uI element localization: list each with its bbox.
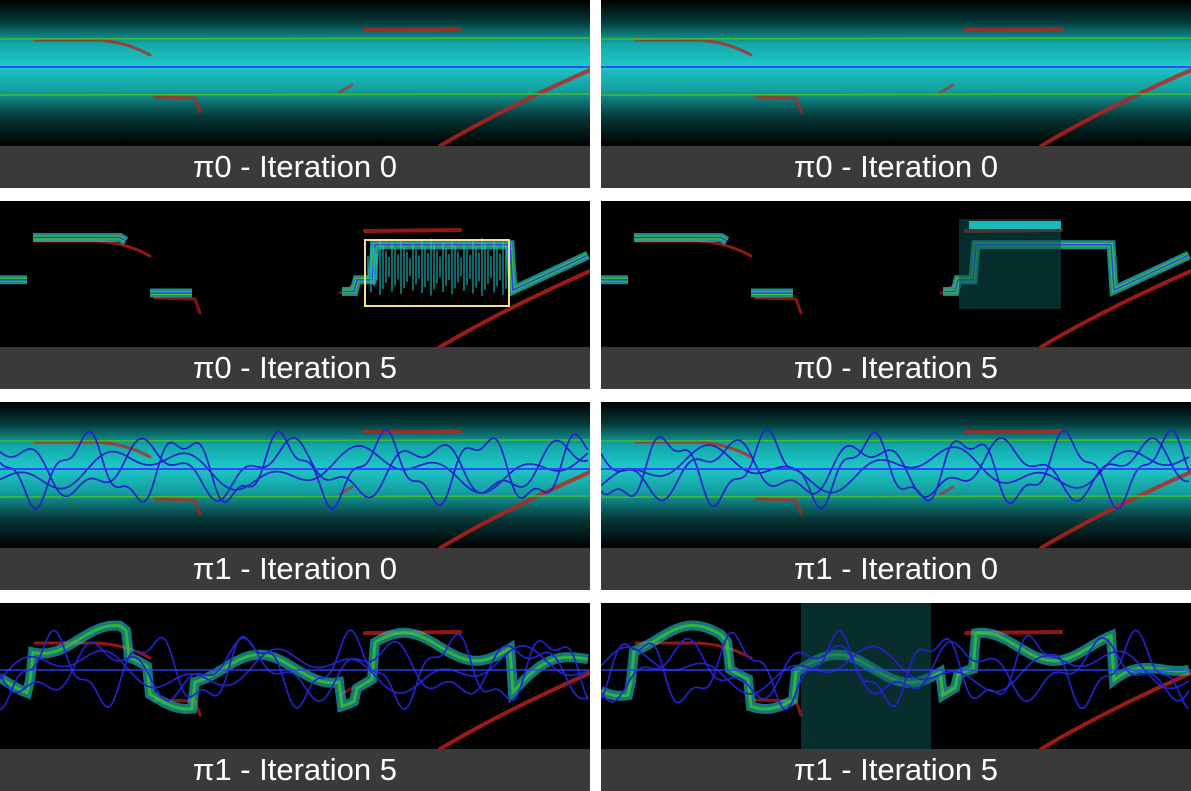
panel: π0 - Iteration 5 <box>0 201 590 389</box>
panel: π1 - Iteration 0 <box>601 402 1191 590</box>
sample-curve <box>601 428 1190 510</box>
harmonic-streak <box>964 429 1063 434</box>
uncertain-region <box>959 219 1061 309</box>
sample-curve <box>601 444 1190 494</box>
harmonic-streak <box>634 641 753 660</box>
sample-curve <box>0 445 589 494</box>
spectrogram-plot <box>601 219 1191 347</box>
harmonic-streak <box>1039 68 1191 146</box>
track-bounds <box>601 235 1190 295</box>
spectrogram-plot <box>0 228 590 347</box>
panel-caption: π1 - Iteration 5 <box>601 749 1191 791</box>
harmonic-streaks <box>634 27 1191 146</box>
harmonic-streak <box>634 440 753 459</box>
harmonic-streak <box>338 83 354 94</box>
harmonic-streak <box>634 239 753 258</box>
panel-caption: π0 - Iteration 5 <box>0 347 590 389</box>
sample-curve <box>601 629 1190 711</box>
sample-curve <box>0 637 589 702</box>
harmonic-streak <box>634 38 753 57</box>
spectrogram-plot <box>0 620 590 749</box>
harmonic-streak <box>939 83 955 94</box>
harmonic-streak <box>964 27 1063 32</box>
spectrogram-plot <box>601 603 1191 749</box>
posterior-bounds <box>0 623 589 711</box>
uncertainty-band <box>601 402 1191 548</box>
jump-segment <box>969 221 1061 229</box>
spectrogram-plot <box>601 402 1191 548</box>
harmonic-streak <box>754 95 803 114</box>
harmonic-streak <box>1039 671 1191 749</box>
harmonic-streak <box>363 228 462 233</box>
spectrogram-plot <box>0 402 590 548</box>
harmonic-streak <box>939 485 955 496</box>
uncertainty-band <box>0 402 590 548</box>
panel-caption: π1 - Iteration 0 <box>0 548 590 590</box>
panel-caption: π0 - Iteration 5 <box>601 347 1191 389</box>
sample-curve <box>0 428 589 510</box>
uncertainty-band <box>0 0 590 146</box>
harmonic-streak <box>153 296 202 315</box>
panel-caption: π0 - Iteration 0 <box>0 146 590 188</box>
noise-region <box>367 238 507 296</box>
panel-caption: π1 - Iteration 5 <box>0 749 590 791</box>
panel: π1 - Iteration 5 <box>601 603 1191 791</box>
panel: π0 - Iteration 5 <box>601 201 1191 389</box>
panel-caption: π1 - Iteration 0 <box>601 548 1191 590</box>
track-median <box>601 236 1190 294</box>
sample-curve <box>601 637 1190 703</box>
harmonic-streaks <box>33 429 590 548</box>
upper-bound-line <box>0 439 590 442</box>
sample-curve <box>0 436 589 502</box>
harmonic-streak <box>33 239 152 258</box>
harmonic-streak <box>153 497 202 516</box>
harmonic-streak <box>1039 470 1191 548</box>
harmonic-streak <box>754 296 803 315</box>
spectrogram-plot <box>601 0 1191 146</box>
harmonic-streak <box>438 671 590 749</box>
sample-curve <box>601 437 1189 502</box>
panel: π0 - Iteration 0 <box>601 0 1191 188</box>
lower-bound-line <box>601 495 1191 498</box>
lower-bound-line <box>0 93 590 96</box>
harmonic-streak <box>153 95 202 114</box>
highlight-box <box>364 239 510 307</box>
sample-curve <box>0 629 589 711</box>
panel-caption: π0 - Iteration 0 <box>601 146 1191 188</box>
panel: π1 - Iteration 5 <box>0 603 590 791</box>
harmonic-streaks <box>634 429 1191 548</box>
harmonic-streak <box>33 38 152 57</box>
lower-bound-line <box>601 93 1191 96</box>
harmonic-streak <box>754 497 803 516</box>
panel: π1 - Iteration 0 <box>0 402 590 590</box>
harmonic-streak <box>438 470 590 548</box>
uncertain-region <box>801 603 931 749</box>
sample-curve <box>601 645 1190 695</box>
harmonic-streak <box>1039 269 1191 347</box>
panel: π0 - Iteration 0 <box>0 0 590 188</box>
upper-bound-line <box>601 37 1191 40</box>
harmonic-streak <box>438 269 590 347</box>
harmonic-streak <box>363 429 462 434</box>
uncertainty-band <box>601 0 1191 146</box>
upper-bound-line <box>0 37 590 40</box>
harmonic-streak <box>363 27 462 32</box>
track-median <box>0 236 589 294</box>
spectrogram-plot <box>0 0 590 146</box>
harmonic-streak <box>33 440 152 459</box>
harmonic-streaks <box>33 27 590 146</box>
harmonic-streak <box>438 68 590 146</box>
upper-bound-line <box>601 439 1191 442</box>
lower-bound-line <box>0 495 590 498</box>
